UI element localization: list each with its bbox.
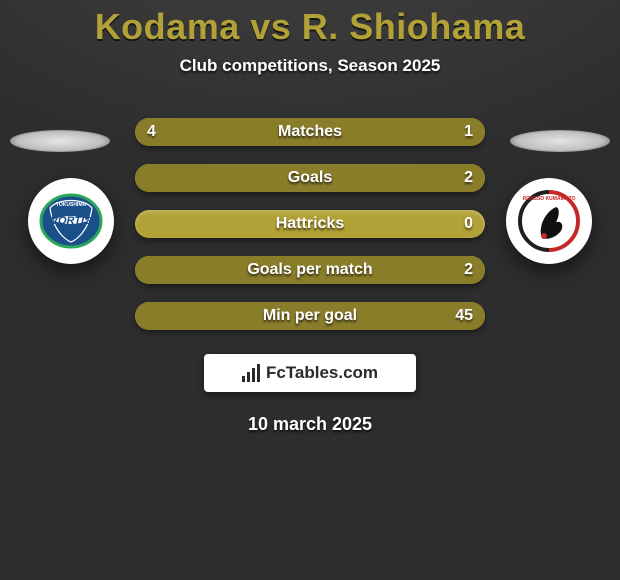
content-area: VORTIS TOKUSHIMA ROASSO KUMAMOTO 41Match… — [0, 118, 620, 435]
comparison-card: Kodama vs R. Shiohama Club competitions,… — [0, 0, 620, 435]
stat-label: Goals — [135, 169, 485, 187]
stat-row: 0Hattricks — [135, 210, 485, 238]
stat-label: Hattricks — [135, 215, 485, 233]
subtitle: Club competitions, Season 2025 — [0, 56, 620, 76]
page-title: Kodama vs R. Shiohama — [0, 6, 620, 48]
date-label: 10 march 2025 — [0, 414, 620, 435]
stat-label: Matches — [135, 123, 485, 141]
svg-text:VORTIS: VORTIS — [51, 215, 92, 227]
stat-row: 2Goals per match — [135, 256, 485, 284]
vortis-logo-icon: VORTIS TOKUSHIMA — [38, 188, 104, 254]
stat-row: 2Goals — [135, 164, 485, 192]
roasso-logo-icon: ROASSO KUMAMOTO — [514, 186, 584, 256]
stat-label: Min per goal — [135, 307, 485, 325]
chart-icon — [242, 364, 260, 382]
stat-row: 41Matches — [135, 118, 485, 146]
svg-text:TOKUSHIMA: TOKUSHIMA — [56, 202, 87, 208]
team-badge-right: ROASSO KUMAMOTO — [506, 178, 592, 264]
svg-text:ROASSO KUMAMOTO: ROASSO KUMAMOTO — [523, 196, 576, 202]
stat-row: 45Min per goal — [135, 302, 485, 330]
stat-bars: 41Matches 2Goals 0Hattricks 2Goals per matc… — [135, 118, 485, 330]
team-badge-left: VORTIS TOKUSHIMA — [28, 178, 114, 264]
platform-left — [10, 130, 110, 152]
brand-badge: FcTables.com — [204, 354, 416, 392]
brand-text: FcTables.com — [266, 363, 378, 383]
platform-right — [510, 130, 610, 152]
stat-label: Goals per match — [135, 261, 485, 279]
